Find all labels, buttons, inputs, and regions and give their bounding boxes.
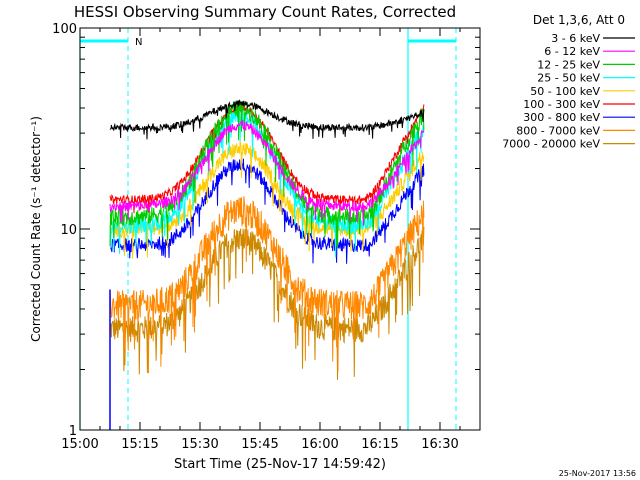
series-line-0 bbox=[109, 99, 425, 140]
x-tick-label: 15:00 bbox=[61, 437, 98, 452]
series-line-5 bbox=[109, 103, 425, 215]
legend-label: 25 - 50 keV bbox=[537, 72, 600, 85]
legend-label: 800 - 7000 keV bbox=[516, 124, 600, 137]
night-label: N bbox=[135, 37, 142, 48]
footer-date: 25-Nov-2017 13:56 bbox=[559, 469, 636, 478]
series-line-8 bbox=[109, 226, 425, 380]
x-tick-label: 15:15 bbox=[121, 437, 158, 452]
plot-area bbox=[79, 28, 457, 430]
series-line-2 bbox=[109, 100, 425, 249]
series-line-7 bbox=[109, 196, 425, 374]
legend-label: 300 - 800 keV bbox=[523, 111, 600, 124]
chart-title: HESSI Observing Summary Count Rates, Cor… bbox=[74, 3, 456, 21]
legend-label: 100 - 300 keV bbox=[523, 98, 600, 111]
x-axis-label: Start Time (25-Nov-17 14:59:42) bbox=[174, 457, 386, 472]
x-tick-label: 16:15 bbox=[361, 437, 398, 452]
legend-label: 12 - 25 keV bbox=[537, 58, 600, 71]
x-tick-label: 16:00 bbox=[301, 437, 338, 452]
y-tick-label: 1 bbox=[69, 424, 77, 439]
legend-label: 7000 - 20000 keV bbox=[502, 138, 600, 151]
x-axis: 15:00 15:15 15:30 15:45 16:00 16:15 16:30 bbox=[61, 28, 481, 452]
y-axis: 1 10 100 bbox=[52, 22, 480, 439]
x-tick-label: 15:45 bbox=[241, 437, 278, 452]
y-axis-label: Corrected Count Rate (s⁻¹ detector⁻¹) bbox=[29, 116, 43, 342]
series-line-1 bbox=[109, 119, 425, 226]
x-tick-label: 15:30 bbox=[181, 437, 218, 452]
x-tick-label: 16:30 bbox=[421, 437, 458, 452]
y-tick-label: 100 bbox=[52, 22, 77, 37]
y-tick-label: 10 bbox=[60, 223, 77, 238]
legend-label: 3 - 6 keV bbox=[551, 32, 600, 45]
legend-label: 6 - 12 keV bbox=[544, 45, 600, 58]
legend-label: 50 - 100 keV bbox=[530, 85, 600, 98]
series-line-6 bbox=[109, 158, 425, 264]
legend-title: Det 1,3,6, Att 0 bbox=[533, 13, 625, 27]
